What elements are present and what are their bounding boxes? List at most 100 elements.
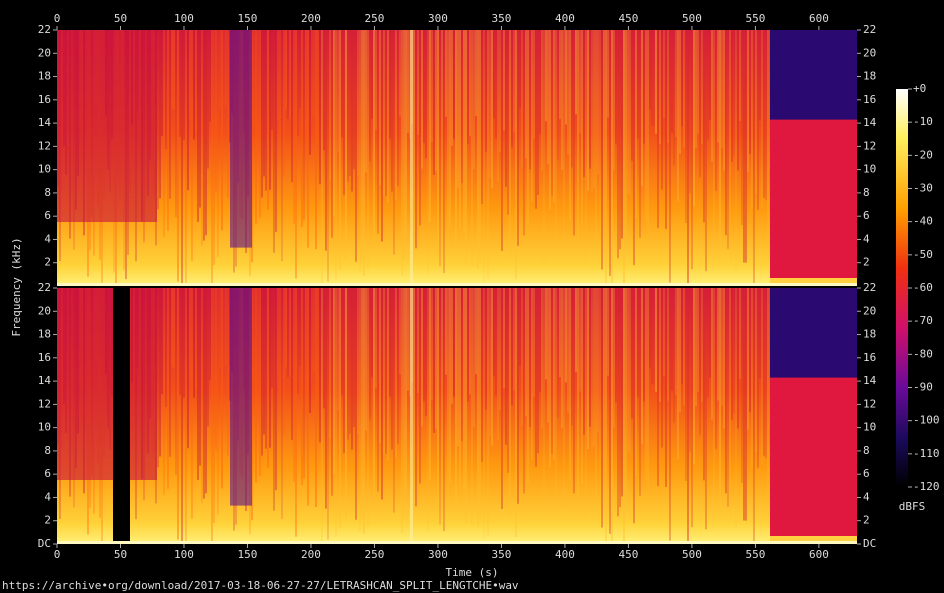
y-tick-label: 2 xyxy=(44,514,51,527)
y-tick-label-right: 14 xyxy=(863,374,877,387)
spectrogram-texture xyxy=(543,288,545,522)
spectrogram-texture xyxy=(639,30,641,238)
spectrogram-texture xyxy=(345,288,347,519)
spectrogram-texture xyxy=(327,288,329,540)
spectrogram-texture xyxy=(705,288,707,530)
spectrogram-texture xyxy=(541,30,543,171)
spectrogram-texture xyxy=(761,30,763,208)
x-tick-label-top: 150 xyxy=(238,12,258,25)
spectrogram-texture xyxy=(509,288,511,518)
spectrogram-texture xyxy=(657,30,659,229)
spectrogram-texture xyxy=(537,288,539,454)
spectrogram-texture xyxy=(585,288,587,522)
spectrogram-texture xyxy=(389,288,391,397)
spectrogram-texture xyxy=(481,30,483,205)
spectrogram-texture xyxy=(447,288,449,500)
spectrogram-texture xyxy=(353,288,355,428)
spectrogram-texture xyxy=(611,288,613,542)
spectrogram-texture xyxy=(655,288,657,392)
spectrogram-texture xyxy=(459,30,461,229)
spectrogram-texture xyxy=(497,288,499,441)
spectrogram-texture xyxy=(573,30,575,236)
spectrogram-texture xyxy=(223,30,225,108)
spectrogram-texture xyxy=(167,30,169,231)
spectrogram-texture xyxy=(553,288,555,461)
spectrogram-texture xyxy=(189,288,191,378)
spectrogram-texture xyxy=(423,288,425,402)
spectrogram-texture xyxy=(685,288,687,481)
spectrogram-texture xyxy=(267,288,269,468)
spectrogram-texture xyxy=(305,30,307,151)
spectrogram-texture xyxy=(433,30,435,175)
spectrogram-texture xyxy=(265,288,267,449)
spectrogram-texture xyxy=(697,30,699,134)
y-tick-label: 10 xyxy=(38,163,51,176)
spectrogram-texture xyxy=(325,30,327,251)
spectrogram-texture xyxy=(627,30,629,194)
spectrogram-texture xyxy=(207,288,209,427)
spectrogram-texture xyxy=(527,288,529,484)
spectrogram-texture xyxy=(587,30,589,192)
spectrogram-texture xyxy=(191,30,193,261)
y-tick-label-right: 6 xyxy=(863,467,870,480)
spectrogram-texture xyxy=(569,30,571,222)
spectrogram-texture xyxy=(397,288,399,444)
spectrogram-texture xyxy=(695,288,697,407)
spectrogram-texture xyxy=(391,30,393,192)
spectrogram-texture xyxy=(609,288,611,534)
spectrogram-texture xyxy=(163,30,165,237)
spectrogram-texture xyxy=(437,30,439,256)
spectrogram-texture xyxy=(517,30,519,246)
x-tick-label-top: 400 xyxy=(555,12,575,25)
spectrogram-texture xyxy=(275,288,277,491)
spectrogram-texture xyxy=(635,30,637,219)
y-tick-label: 12 xyxy=(38,139,51,152)
y-tick-label-right: 14 xyxy=(863,116,877,129)
y-tick-label-right: 10 xyxy=(863,421,876,434)
spectrogram-texture xyxy=(595,30,597,248)
spectrogram-texture xyxy=(731,288,733,420)
y-tick-label-right: 12 xyxy=(863,397,876,410)
spectrogram-texture xyxy=(277,288,279,378)
spectrogram-texture xyxy=(303,30,305,221)
spectrogram-texture xyxy=(455,30,457,255)
spectrogram-texture xyxy=(203,30,205,241)
spectrogram-texture xyxy=(313,288,315,374)
spectrogram-texture xyxy=(741,288,743,483)
spectrogram-texture xyxy=(545,30,547,122)
spectrogram-texture xyxy=(743,288,745,521)
spectrogram-texture xyxy=(225,30,227,107)
spectrogram-texture xyxy=(471,30,473,267)
spectrogram-texture xyxy=(425,288,427,417)
spectrogram-texture xyxy=(463,288,465,490)
x-tick-label: 450 xyxy=(618,548,638,561)
spectrogram-texture xyxy=(525,288,527,417)
spectrogram-texture xyxy=(185,30,187,285)
spectrogram-texture xyxy=(461,30,463,184)
spectrogram-texture xyxy=(733,288,735,414)
spectrogram-texture xyxy=(735,30,737,271)
spectrogram-texture xyxy=(647,288,649,487)
spectrogram-texture xyxy=(567,30,569,155)
spectrogram-texture xyxy=(561,30,563,170)
spectrogram-texture xyxy=(159,30,161,199)
spectrogram-texture xyxy=(675,288,677,396)
spectrogram-texture xyxy=(505,288,507,445)
spectrogram-texture xyxy=(403,288,405,519)
spectrogram-texture xyxy=(535,30,537,209)
spectrogram-texture xyxy=(645,288,647,479)
spectrogram-texture xyxy=(475,288,477,375)
spectrogram-texture xyxy=(277,30,279,120)
spectrogram-texture xyxy=(607,30,609,118)
spectrogram-texture xyxy=(217,288,219,515)
x-tick-label: 350 xyxy=(492,548,512,561)
spectrogram-texture xyxy=(657,288,659,487)
spectrogram-texture xyxy=(467,288,469,402)
spectrogram-texture xyxy=(649,30,651,110)
spectrogram-texture xyxy=(733,30,735,156)
spectrogram-texture xyxy=(257,288,259,416)
spectrogram-texture xyxy=(335,30,337,280)
y-tick-label: 8 xyxy=(44,186,51,199)
spectrogram-texture xyxy=(487,30,489,279)
colorbar-tick-label: -10 xyxy=(913,115,933,128)
